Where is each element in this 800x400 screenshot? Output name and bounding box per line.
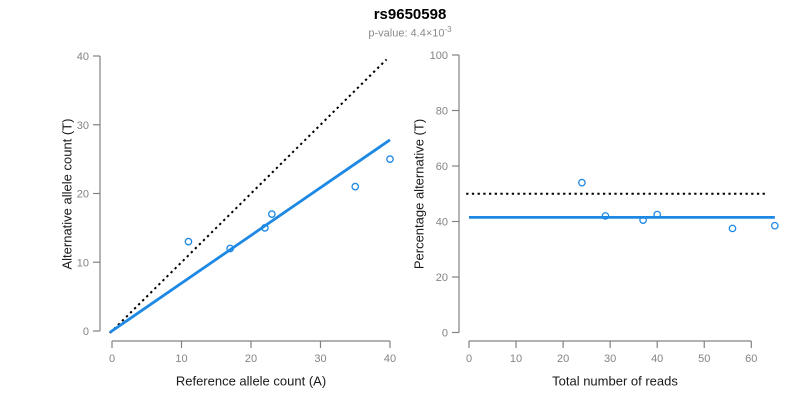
left-x-tick-label: 30: [314, 353, 326, 365]
right-data-point-circle: [653, 210, 662, 219]
right-x-axis-title: Total number of reads: [552, 373, 678, 389]
right-y-tick-label: 60: [436, 161, 448, 173]
left-data-point-circle: [261, 224, 269, 232]
left-x-tick-label: 20: [245, 353, 257, 365]
right-data-point-circle: [578, 178, 586, 187]
left-y-tick-label: 40: [77, 51, 89, 63]
right-y-tick-label: 80: [436, 106, 448, 118]
right-y-tick-label: 100: [430, 50, 448, 62]
right-data-point-circle: [601, 212, 610, 220]
pvalue-exponent: -3: [444, 25, 452, 34]
pvalue-text: p-value: 4.4×10: [368, 27, 445, 40]
right-data-point-circle: [728, 224, 737, 233]
fit-line: [109, 138, 391, 334]
left-data-point-circle: [351, 182, 360, 191]
left-data-point-circle: [226, 244, 234, 253]
right-data-point-circle: [770, 221, 779, 230]
left-x-axis-title: Reference allele count (A): [175, 373, 327, 389]
left-y-axis-title: Alternative allele count (T): [59, 118, 75, 270]
page-title: rs9650598: [373, 6, 447, 23]
left-x-tick-label: 10: [175, 353, 187, 365]
left-data-point-circle: [386, 155, 394, 163]
left-y-tick-label: 30: [77, 120, 89, 132]
left-y-tick-label: 0: [83, 326, 89, 338]
left-data-point-circle: [184, 237, 193, 246]
left-x-tick-label: 40: [384, 353, 396, 365]
right-y-tick-label: 20: [436, 272, 448, 284]
left-y-tick-label: 10: [77, 257, 89, 269]
right-x-tick-label: 10: [510, 353, 522, 365]
right-data-point-circle: [639, 216, 647, 224]
right-y-tick-label: 40: [436, 217, 448, 229]
left-data-point-circle: [267, 210, 276, 218]
right-y-tick-label: 0: [442, 328, 448, 340]
left-x-tick-label: 0: [109, 353, 115, 365]
right-x-tick-label: 30: [604, 353, 616, 365]
right-y-axis-title: Percentage alternative (T): [411, 118, 427, 270]
right-x-tick-label: 40: [651, 353, 663, 365]
right-x-tick-label: 50: [698, 353, 710, 365]
left-y-tick-label: 20: [77, 189, 89, 201]
right-x-tick-label: 60: [745, 353, 757, 365]
right-x-tick-label: 20: [557, 353, 569, 365]
right-x-tick-label: 0: [466, 353, 472, 365]
pvalue-subtitle: p-value: 4.4×10-3: [368, 25, 451, 40]
identity-line: [109, 58, 388, 334]
